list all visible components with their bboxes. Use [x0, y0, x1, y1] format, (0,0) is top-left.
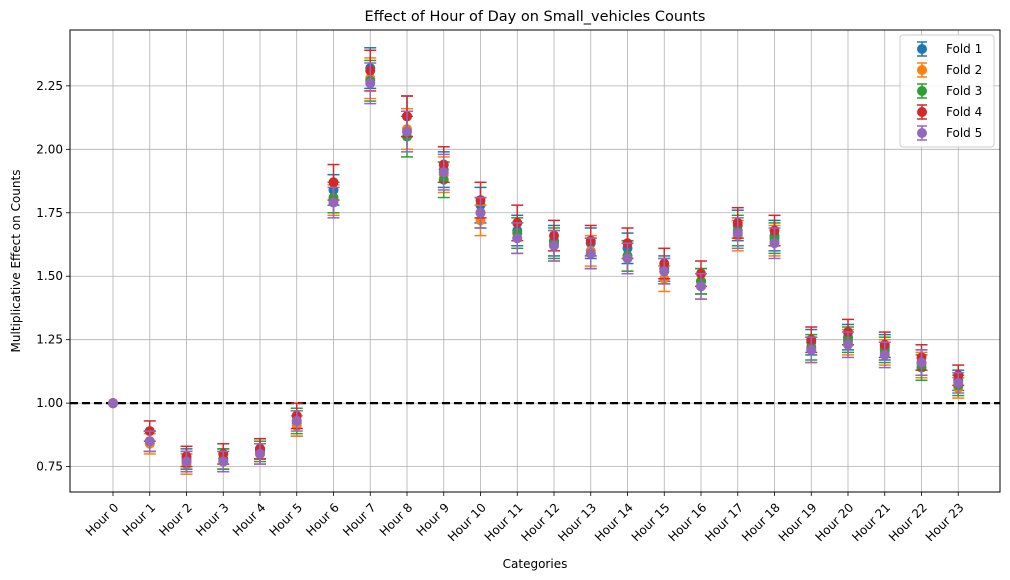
legend-marker [917, 44, 927, 54]
data-point [916, 357, 927, 368]
data-point [549, 240, 559, 251]
data-point [806, 344, 817, 355]
data-point [879, 349, 890, 360]
data-point [181, 456, 192, 467]
data-point [585, 248, 596, 259]
data-point [769, 238, 780, 249]
data-point [696, 281, 706, 292]
data-point [144, 436, 155, 447]
series-fold-5 [108, 62, 965, 473]
legend-marker [917, 128, 927, 138]
data-point [255, 448, 265, 459]
y-tick-label: 1.25 [36, 333, 63, 347]
chart-title: Effect of Hour of Day on Small_vehicles … [365, 9, 706, 25]
x-axis-title: Categories [503, 557, 568, 571]
data-point [732, 228, 743, 239]
data-point [622, 253, 633, 264]
plot-area-frame [69, 29, 1001, 493]
data-point [218, 456, 229, 467]
y-tick-label: 0.75 [36, 460, 63, 474]
data-point [328, 197, 339, 208]
data-point [659, 266, 670, 277]
y-tick-label: 1.75 [36, 206, 63, 220]
data-point [953, 377, 964, 388]
data-point [365, 78, 376, 89]
data-point [402, 126, 412, 137]
legend-label: Fold 1 [946, 42, 982, 56]
legend-label: Fold 2 [946, 63, 982, 77]
legend-label: Fold 3 [946, 84, 982, 98]
y-tick-label: 1.00 [36, 396, 63, 410]
data-series [108, 47, 965, 475]
y-tick-label: 1.50 [36, 269, 63, 283]
legend: Fold 1 Fold 2 Fold 3 Fold 4 Fold 5 [899, 34, 995, 148]
y-tick-label: 2.00 [36, 142, 63, 156]
data-point [843, 339, 853, 350]
data-point [291, 415, 302, 426]
data-point [328, 177, 339, 188]
legend-marker [917, 65, 927, 75]
legend-label: Fold 4 [946, 105, 982, 119]
legend-marker [917, 86, 927, 96]
y-tick-label: 2.25 [36, 79, 63, 93]
data-point [475, 207, 486, 218]
legend-marker [917, 107, 927, 117]
data-point [438, 167, 449, 178]
y-axis-title: Multiplicative Effect on Counts [9, 170, 23, 353]
legend-label: Fold 5 [946, 126, 982, 140]
data-point [512, 233, 523, 244]
data-point [108, 398, 118, 409]
